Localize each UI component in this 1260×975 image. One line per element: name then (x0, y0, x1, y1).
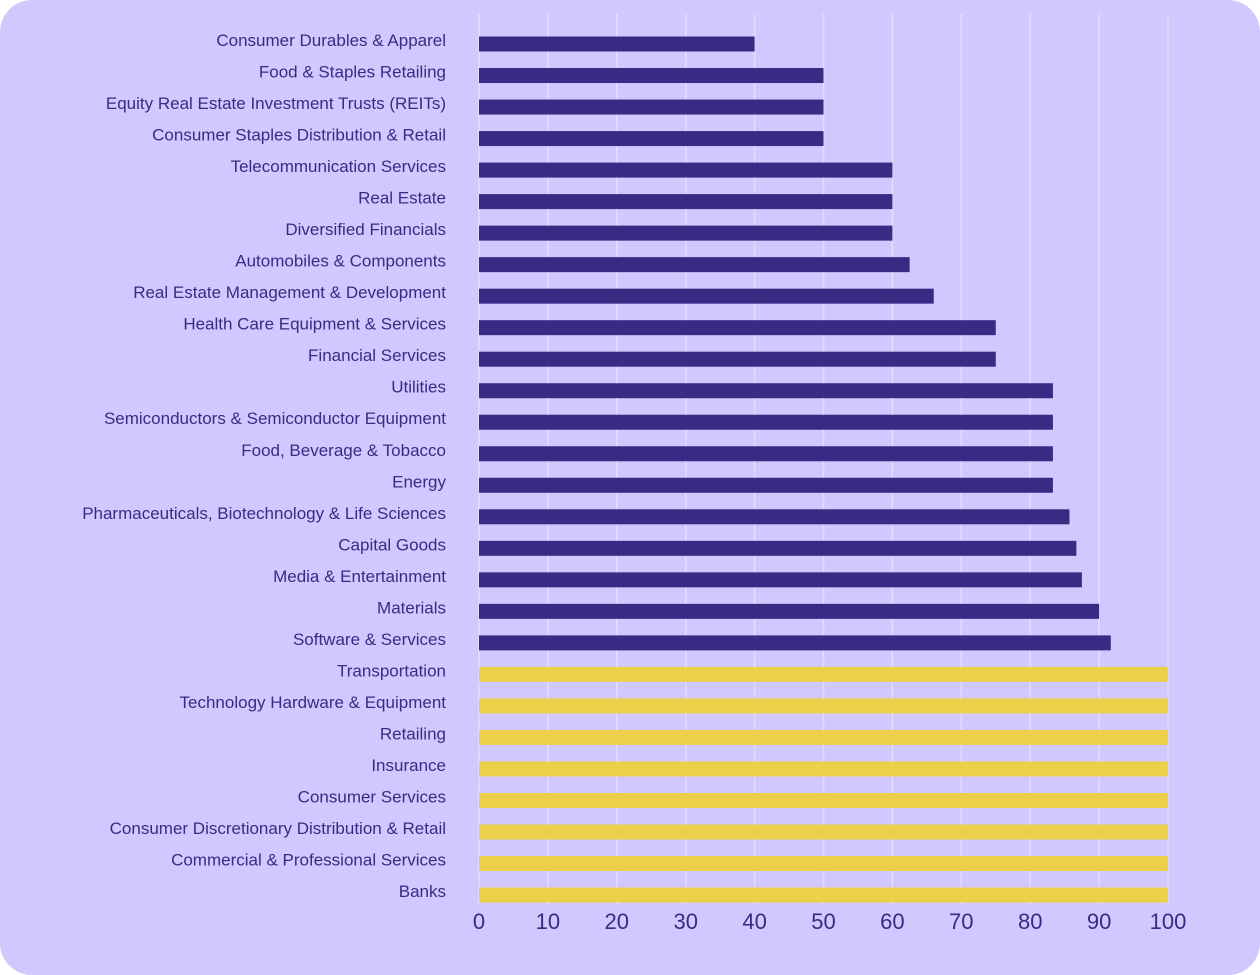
x-tick-label: 20 (605, 909, 629, 934)
category-label: Semiconductors & Semiconductor Equipment (104, 409, 446, 428)
category-label: Telecommunication Services (231, 157, 446, 176)
category-label: Equity Real Estate Investment Trusts (RE… (106, 94, 446, 113)
x-tick-label: 60 (880, 909, 904, 934)
bar (479, 887, 1168, 903)
category-label: Consumer Staples Distribution & Retail (152, 126, 446, 145)
bar (479, 68, 824, 84)
category-label: Food & Staples Retailing (259, 63, 446, 82)
bar (479, 729, 1168, 745)
x-tick-label: 80 (1018, 909, 1042, 934)
category-label: Technology Hardware & Equipment (180, 693, 447, 712)
category-label: Transportation (337, 661, 446, 680)
bar (479, 131, 824, 147)
category-label: Capital Goods (338, 535, 446, 554)
category-label: Insurance (371, 756, 446, 775)
bar (479, 603, 1100, 619)
bar (479, 666, 1168, 682)
bar (479, 540, 1077, 556)
bar (479, 320, 996, 336)
bar (479, 572, 1082, 588)
x-tick-label: 70 (949, 909, 973, 934)
x-tick-label: 100 (1150, 909, 1187, 934)
category-label: Retailing (380, 724, 446, 743)
bar (479, 194, 893, 210)
category-label: Consumer Services (298, 787, 446, 806)
category-label: Banks (399, 882, 446, 901)
bar (479, 383, 1053, 399)
bar (479, 36, 755, 52)
category-label: Food, Beverage & Tobacco (241, 441, 446, 460)
category-label: Health Care Equipment & Services (183, 315, 446, 334)
bar (479, 824, 1168, 840)
category-label: Media & Entertainment (273, 567, 446, 586)
x-tick-label: 90 (1087, 909, 1111, 934)
category-label: Pharmaceuticals, Biotechnology & Life Sc… (82, 504, 446, 523)
bar (479, 257, 910, 273)
bar (479, 99, 824, 115)
bar (479, 477, 1053, 493)
bar (479, 856, 1168, 872)
category-label: Commercial & Professional Services (171, 851, 446, 870)
bar (479, 698, 1168, 714)
x-tick-label: 30 (673, 909, 697, 934)
x-tick-label: 0 (473, 909, 485, 934)
category-label: Materials (377, 598, 446, 617)
bar (479, 225, 893, 241)
category-label: Utilities (391, 378, 446, 397)
bar (479, 414, 1053, 430)
bar (479, 509, 1070, 525)
category-label: Real Estate Management & Development (133, 283, 446, 302)
category-label: Consumer Discretionary Distribution & Re… (110, 819, 446, 838)
x-tick-label: 10 (536, 909, 560, 934)
x-tick-label: 50 (811, 909, 835, 934)
category-label: Consumer Durables & Apparel (216, 31, 446, 50)
category-label: Automobiles & Components (235, 252, 446, 271)
category-label: Financial Services (308, 346, 446, 365)
category-label: Software & Services (293, 630, 446, 649)
bar (479, 761, 1168, 777)
category-label: Diversified Financials (285, 220, 446, 239)
bar (479, 288, 934, 304)
bar (479, 635, 1111, 651)
bar (479, 446, 1053, 462)
category-label: Real Estate (358, 189, 446, 208)
bar (479, 792, 1168, 808)
bar (479, 351, 996, 367)
bar (479, 162, 893, 178)
category-label: Energy (392, 472, 446, 491)
x-tick-label: 40 (742, 909, 766, 934)
